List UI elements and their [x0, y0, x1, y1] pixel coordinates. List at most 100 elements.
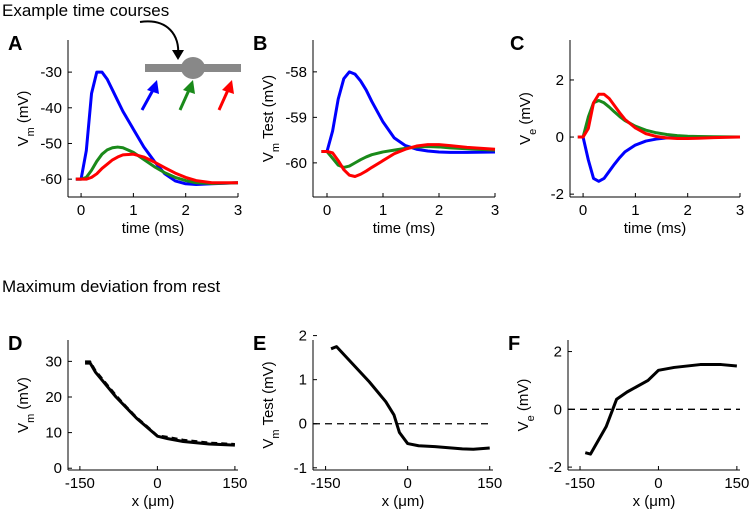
section-heading: Maximum deviation from rest [2, 277, 221, 296]
y-axis-label: Vm (mV) [15, 91, 37, 147]
y-axis-label: Vm Test (mV) [260, 361, 282, 448]
y-label-part: V [515, 421, 532, 431]
x-axis-label: x (μm) [633, 493, 676, 510]
panel-letter: A [8, 33, 22, 55]
x-axis-label: time (ms) [373, 220, 436, 237]
soma [181, 57, 205, 79]
y-tick-label: -2 [551, 186, 564, 203]
y-tick-label: -40 [40, 100, 62, 117]
y-tick-label: -2 [549, 459, 562, 476]
y-tick-label: 2 [299, 328, 307, 345]
y-label-part: m [270, 143, 282, 152]
section-heading: Example time courses [2, 1, 169, 20]
x-tick-label: 0 [579, 202, 587, 219]
y-label-part: (mV) [515, 379, 532, 416]
x-tick-label: 3 [234, 202, 242, 219]
y-label-part: Test (mV) [260, 361, 277, 429]
x-tick-label: 2 [684, 202, 692, 219]
y-tick-label: -60 [285, 155, 307, 172]
y-axis-label: Ve (mV) [517, 92, 539, 145]
y-tick-label: -60 [40, 171, 62, 188]
y-tick-label: 10 [45, 425, 62, 442]
data-line [577, 92, 741, 140]
data-line [321, 143, 496, 179]
y-label-part: e [525, 415, 537, 421]
x-tick-label: 150 [724, 475, 749, 492]
y-label-part: V [260, 439, 277, 449]
neuron-diagram [139, 20, 241, 111]
x-tick-label: 0 [77, 202, 85, 219]
data-line [577, 99, 741, 139]
panel-letter: B [253, 33, 267, 55]
panel-letter: C [510, 33, 524, 55]
data-line [75, 145, 239, 185]
y-tick-label: -30 [40, 64, 62, 81]
probe-arrow [178, 89, 191, 111]
y-tick-label: 30 [45, 353, 62, 370]
probe-arrow [140, 89, 155, 111]
arrow-head [172, 50, 184, 60]
data-line [321, 144, 496, 169]
data-line [85, 361, 235, 447]
x-axis-label: time (ms) [624, 220, 687, 237]
x-tick-label: 2 [182, 202, 190, 219]
y-tick-label: 20 [45, 389, 62, 406]
y-label-part: m [270, 429, 282, 438]
y-axis-label: Vm (mV) [15, 377, 37, 433]
y-label-part: m [25, 127, 37, 136]
y-tick-label: -58 [285, 64, 307, 81]
y-label-part: V [260, 152, 277, 162]
y-tick-label: -59 [285, 109, 307, 126]
x-axis-label: x (μm) [132, 493, 175, 510]
y-label-part: V [517, 135, 534, 145]
y-axis-label: Vm Test (mV) [260, 75, 282, 162]
y-tick-label: 2 [556, 72, 564, 89]
y-label-part: V [15, 136, 32, 146]
y-tick-label: 1 [299, 372, 307, 389]
y-tick-label: 0 [554, 401, 562, 418]
data-line [577, 135, 740, 183]
y-label-part: (mV) [15, 377, 32, 414]
y-label-part: V [15, 423, 32, 433]
x-tick-label: 150 [222, 475, 247, 492]
x-tick-label: 3 [491, 202, 499, 219]
probe-arrow [217, 89, 230, 111]
x-tick-label: -150 [65, 475, 95, 492]
y-label-part: e [527, 129, 539, 135]
y-label-part: Test (mV) [260, 75, 277, 143]
y-tick-label: 0 [556, 129, 564, 146]
x-tick-label: -150 [311, 475, 341, 492]
data-line [330, 345, 490, 451]
data-line [321, 70, 496, 154]
arrow-head [222, 80, 234, 94]
x-tick-label: 0 [323, 202, 331, 219]
stim-arrow [139, 20, 180, 56]
y-label-part: m [25, 414, 37, 423]
arrow-head [183, 80, 195, 94]
panel-letter: D [8, 333, 22, 355]
y-label-part: (mV) [517, 92, 534, 129]
x-tick-label: 150 [477, 475, 502, 492]
y-tick-label: 2 [554, 344, 562, 361]
y-tick-label: 0 [54, 460, 62, 477]
data-line [85, 360, 235, 445]
x-tick-label: 1 [379, 202, 387, 219]
x-tick-label: -150 [565, 475, 595, 492]
x-axis-label: time (ms) [122, 220, 185, 237]
panel-letter: F [508, 333, 520, 355]
y-tick-label: 0 [299, 416, 307, 433]
x-tick-label: 0 [153, 475, 161, 492]
data-line [75, 70, 239, 187]
x-tick-label: 1 [631, 202, 639, 219]
x-axis-label: x (μm) [382, 493, 425, 510]
y-axis-label: Ve (mV) [515, 379, 537, 432]
x-tick-label: 3 [736, 202, 744, 219]
arrow-head [147, 80, 159, 94]
y-tick-label: -1 [294, 460, 307, 477]
y-label-part: (mV) [15, 91, 32, 128]
data-line [75, 152, 238, 185]
x-tick-label: 2 [435, 202, 443, 219]
y-tick-label: -50 [40, 135, 62, 152]
